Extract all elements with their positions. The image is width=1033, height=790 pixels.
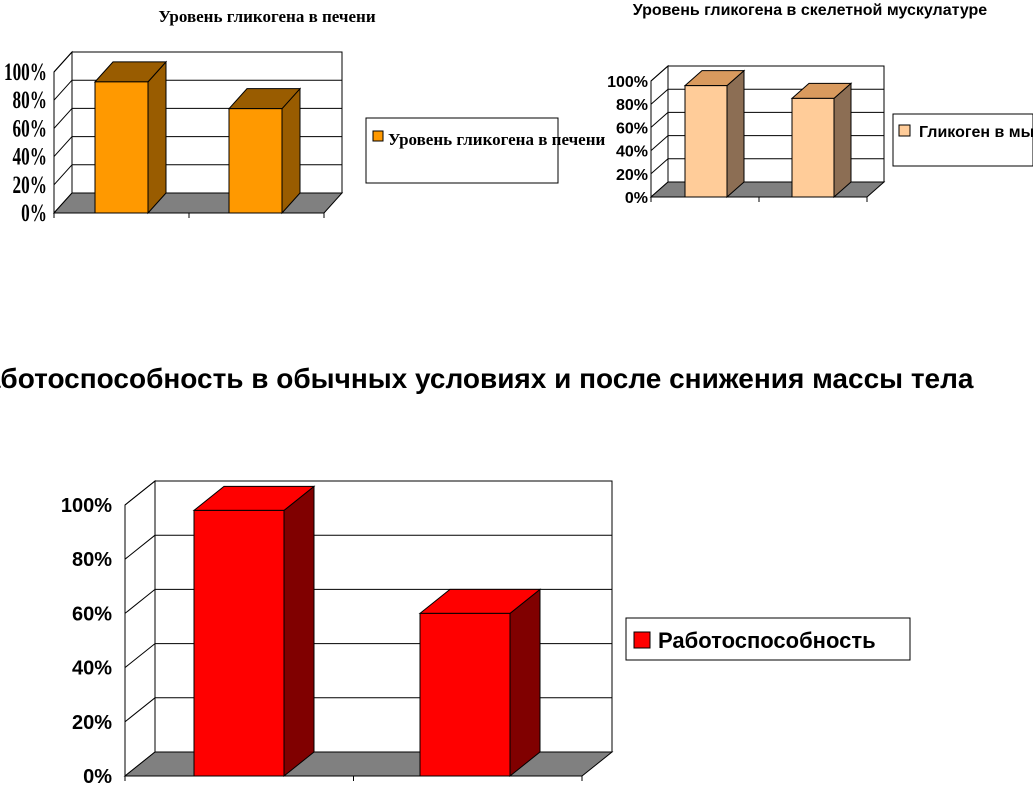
side-wall — [53, 50, 73, 215]
y-tick-label: 20% — [72, 712, 112, 734]
y-tick-label: 80% — [13, 86, 47, 114]
bar-side — [833, 82, 852, 199]
legend: Уровень гликогена в печени — [365, 117, 605, 184]
chart-work-capacity: Работоспособность в обычных условиях и п… — [0, 363, 974, 788]
chart-title: Уровень гликогена в печени — [158, 7, 375, 26]
gridline-side — [124, 480, 156, 506]
y-tick-label: 100% — [4, 58, 47, 86]
bar-side — [509, 588, 541, 778]
legend-label: Уровень гликогена в печени — [388, 130, 605, 149]
y-tick-label: 0% — [625, 190, 648, 207]
bar — [93, 60, 168, 215]
gridline-side — [650, 112, 669, 128]
bar-front — [193, 509, 285, 777]
bar — [418, 588, 542, 778]
bar-front — [228, 108, 283, 214]
y-tick-label: 80% — [616, 97, 648, 114]
plot-area: 0% 20% 40% 60% 80% 100% — [61, 479, 614, 788]
y-tick-label: 20% — [13, 171, 47, 199]
chart-title: Уровень гликогена в скелетной мускулатур… — [633, 2, 988, 19]
y-tick-label: 100% — [607, 74, 648, 91]
side-wall — [650, 64, 669, 199]
y-tick-label: 40% — [72, 658, 112, 680]
gridline-side — [124, 643, 156, 668]
legend-swatch — [898, 124, 911, 137]
bar-front — [791, 97, 835, 198]
bar-side — [283, 485, 315, 778]
legend: Гликоген в мышцах — [892, 113, 1033, 167]
bar — [790, 82, 853, 199]
legend-swatch — [372, 130, 384, 142]
y-tick-label: 60% — [13, 114, 47, 142]
y-tick-label: 0% — [83, 766, 112, 788]
legend-box — [625, 617, 911, 661]
legend-label: Гликоген в мышцах — [919, 124, 1033, 141]
gridline-side — [53, 164, 73, 186]
bar-side — [726, 69, 745, 199]
y-tick-label: 60% — [72, 603, 112, 625]
gridline-side — [53, 79, 73, 101]
bar-side — [147, 60, 167, 215]
chart-title-line1: Уровень гликогена в скелетной мускулатур… — [633, 2, 988, 19]
bar-side — [281, 87, 301, 215]
gridline-side — [124, 589, 156, 614]
y-tick-label: 40% — [616, 144, 648, 161]
legend: Работоспособность — [625, 617, 911, 661]
y-tick-label: 100% — [61, 495, 112, 517]
gridline-side — [53, 136, 73, 157]
chart-liver-glycogen: Уровень гликогена в печени 0%20%40%60%80… — [4, 7, 606, 227]
legend-label-line1: Уровень гликогена в печени — [388, 130, 605, 149]
gridline-side — [650, 135, 669, 151]
legend-box — [365, 117, 559, 184]
y-tick-label: 60% — [616, 120, 648, 137]
plot-area: 0%20%40%60%80%100% — [4, 50, 344, 227]
y-tick-label: 20% — [616, 167, 648, 184]
gridline-side — [650, 88, 669, 105]
side-wall — [124, 479, 156, 778]
chart-muscle-glycogen: Уровень гликогена в скелетной мускулатур… — [607, 2, 1033, 207]
gridline-side — [53, 51, 73, 73]
y-tick-label: 40% — [13, 142, 47, 170]
y-tick-label: 80% — [72, 549, 112, 571]
bar-front — [684, 85, 728, 198]
gridline-side — [650, 65, 669, 82]
legend-swatch — [633, 631, 651, 649]
plot-area: 0% 20% 40% 60% 80% 100% — [607, 64, 886, 207]
bar — [683, 69, 746, 199]
bar — [227, 87, 302, 215]
legend-label: Работоспособность — [658, 628, 876, 653]
y-tick-label: 0% — [21, 199, 47, 227]
bar-front — [94, 81, 149, 214]
gridline-side — [124, 697, 156, 723]
chart-title: Работоспособность в обычных условиях и п… — [0, 363, 974, 394]
gridline-side — [53, 108, 73, 129]
bar — [192, 485, 316, 778]
legend-box — [892, 113, 1033, 167]
gridline-side — [124, 534, 156, 560]
gridline-side — [650, 158, 669, 175]
legend-label-line1: Гликоген в мышцах — [919, 124, 1033, 141]
chart-title-line1: Работоспособность в обычных условиях и п… — [0, 363, 974, 394]
bar-front — [419, 612, 511, 777]
